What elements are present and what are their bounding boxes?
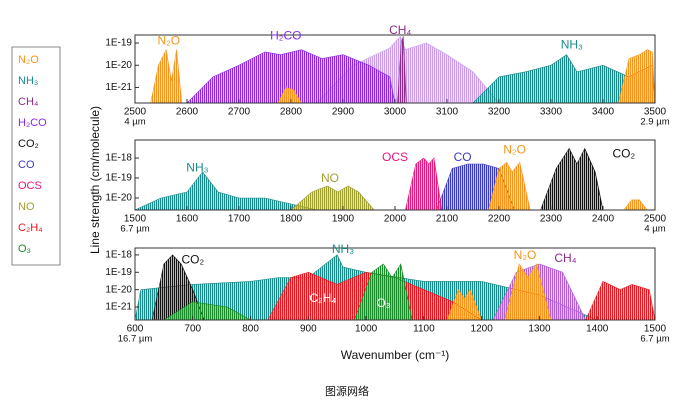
molecule-label: CO	[454, 150, 472, 164]
y-tick-label: 1E-20	[105, 60, 132, 71]
molecule-label: CH₄	[554, 251, 576, 265]
molecule-label: N₂O	[157, 33, 180, 47]
x-tick-label: 2700	[228, 107, 251, 118]
x-tick-label: 3000	[384, 107, 407, 118]
x-tick-label: 2200	[488, 214, 511, 225]
x-tick-label: 1900	[332, 214, 355, 225]
legend-entry: N₂O	[18, 54, 39, 66]
spectrum-band	[618, 49, 655, 103]
wavelength-label: 16.7 µm	[118, 334, 153, 345]
spectrum-band	[354, 263, 413, 320]
x-tick-label: 1100	[413, 324, 435, 335]
x-tick-label: 3300	[540, 107, 563, 118]
molecule-label: CH₄	[389, 23, 411, 37]
y-tick-label: 1E-19	[105, 38, 132, 49]
wavelength-label: 2.9 µm	[640, 117, 669, 128]
legend-entry: CO	[18, 159, 35, 171]
x-tick-label: 2000	[384, 214, 407, 225]
molecule-label: NH₃	[561, 37, 583, 51]
legend-box	[11, 46, 61, 266]
legend-entry: H₂CO	[18, 117, 47, 129]
molecule-label: CO₂	[612, 147, 635, 161]
spectrum-band	[135, 171, 318, 210]
panel-frame	[134, 247, 656, 321]
x-tick-label: 1800	[280, 214, 303, 225]
x-tick-label: 2300	[540, 214, 563, 225]
molecule-label: H₂CO	[270, 29, 301, 43]
spectrum-band	[405, 157, 443, 210]
x-tick-label: 1200	[471, 324, 494, 335]
y-axis-label: Line strength (cm/molecule)	[88, 106, 102, 254]
spectrum-band	[163, 301, 252, 320]
spectrum-band	[488, 161, 531, 210]
spectrum-band	[540, 147, 604, 210]
molecule-label: NH₃	[186, 161, 208, 175]
x-tick-label: 800	[242, 324, 259, 335]
wavelength-label: 4 µm	[124, 117, 145, 128]
spectrum-band	[446, 289, 483, 320]
x-tick-label: 700	[184, 324, 201, 335]
legend-entry: OCS	[18, 180, 42, 192]
y-tick-label: 1E-19	[105, 173, 132, 184]
y-tick-label: 1E-20	[105, 284, 132, 295]
molecule-label: CO₂	[181, 252, 204, 266]
x-tick-label: 1300	[528, 324, 551, 335]
legend-entry: C₂H₄	[18, 222, 43, 234]
y-tick-label: 1E-20	[105, 193, 132, 204]
molecule-label: NH₃	[332, 242, 354, 256]
spectrum-band	[504, 263, 552, 320]
wavelength-label: 4 µm	[644, 224, 665, 235]
molecule-label: OCS	[382, 150, 408, 164]
spectrum-band	[585, 280, 655, 320]
molecule-label: N₂O	[514, 248, 537, 262]
spectrum-band	[290, 185, 375, 210]
x-tick-label: 2500	[124, 107, 147, 118]
plot-area	[135, 254, 655, 320]
legend-entry: CO₂	[18, 138, 39, 150]
wavelength-label: 6.7 µm	[640, 334, 669, 345]
spectrum-band	[150, 48, 183, 103]
x-tick-label: 3500	[644, 107, 667, 118]
x-tick-label: 1600	[176, 214, 199, 225]
x-tick-label: 600	[127, 324, 144, 335]
x-tick-label: 2900	[332, 107, 355, 118]
x-tick-label: 1000	[355, 324, 378, 335]
x-tick-label: 1700	[228, 214, 251, 225]
y-tick-label: 1E-18	[105, 153, 132, 164]
x-tick-label: 900	[300, 324, 317, 335]
y-tick-label: 1E-21	[105, 302, 132, 313]
spectrum-band	[397, 36, 407, 103]
plot-area	[150, 35, 655, 103]
x-tick-label: 1400	[586, 324, 609, 335]
x-tick-label: 3200	[488, 107, 511, 118]
legend-entry: CH₄	[18, 96, 39, 108]
spectrum-band	[186, 49, 396, 103]
x-tick-label: 2400	[592, 214, 615, 225]
spectrum-band	[277, 87, 302, 103]
x-tick-label: 3400	[592, 107, 615, 118]
x-tick-label: 2100	[436, 214, 459, 225]
x-tick-label: 2600	[176, 107, 199, 118]
molecule-label: O₃	[376, 296, 390, 310]
x-tick-label: 1500	[124, 214, 147, 225]
x-tick-label: 2800	[280, 107, 303, 118]
x-tick-label: 3100	[436, 107, 459, 118]
y-tick-label: 1E-18	[105, 250, 132, 261]
caption: 图源网络	[325, 384, 369, 398]
legend-entry: NO	[18, 201, 35, 213]
wavelength-label: 6.7 µm	[120, 224, 149, 235]
legend-entry: O₃	[18, 243, 31, 255]
y-tick-label: 1E-21	[105, 82, 132, 93]
x-tick-label: 2500	[644, 214, 667, 225]
molecule-label: N₂O	[503, 142, 526, 156]
molecule-label: C₂H₄	[309, 291, 336, 305]
spectrum-band	[623, 199, 648, 210]
plot-area	[135, 147, 648, 210]
x-tick-label: 1500	[644, 324, 667, 335]
x-axis-label: Wavenumber (cm⁻¹)	[341, 348, 450, 362]
molecule-label: NO	[321, 171, 339, 185]
legend-entry: NH₃	[18, 75, 38, 87]
y-tick-label: 1E-19	[105, 267, 132, 278]
